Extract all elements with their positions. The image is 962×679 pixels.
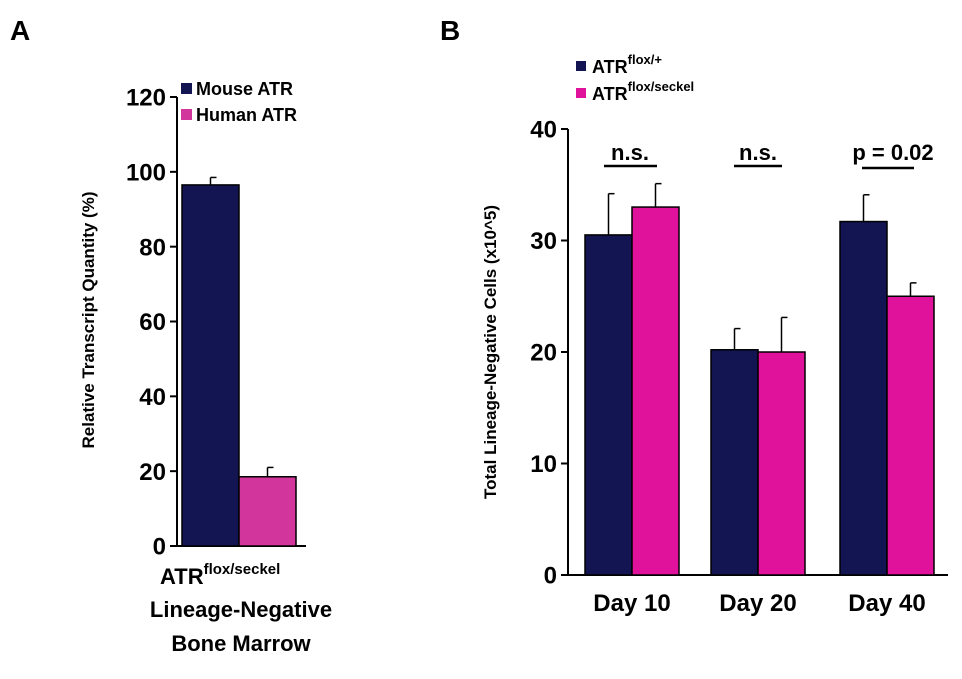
panel-a-category-base: ATR [160,564,204,589]
y-tick-label: 20 [139,459,166,486]
panel-a-category-label-line1: ATRflox/seckel [160,561,280,589]
panel-b-legend-2-superscript: flox/seckel [628,79,695,94]
y-tick-label: 120 [126,85,166,112]
panel-a-category-superscript: flox/seckel [204,561,281,578]
panel-a: A Relative Transcript Quantity (%) 0 20 40… [10,15,332,656]
y-tick-label: 60 [139,309,166,336]
y-tick-label: 100 [126,159,166,186]
panel-a-label: A [10,15,30,46]
panel-a-legend-human-atr: Human ATR [196,105,297,125]
panel-b-annotation-day10: n.s. [611,140,649,165]
y-tick-label: 30 [530,228,557,255]
panel-b-legend-swatch-flox-seckel [576,88,586,98]
panel-b-category-label: Day 10 [593,590,670,617]
panel-a-legend-swatch-human [181,109,192,120]
panel-b-bar-day10-series1 [584,234,633,576]
panel-b-bar-day10-series2 [631,206,680,576]
panel-b-legend-swatch-flox-plus [576,61,586,71]
y-tick-label: 80 [139,234,166,261]
panel-b-bar-day20-series2 [757,351,806,576]
panel-b-legend-flox-plus: ATRflox/+ [592,52,662,77]
panel-a-category-label-line2: Lineage-Negative [150,597,332,622]
y-tick-label: 0 [544,563,557,590]
panel-b-bars [584,182,935,576]
panel-b: B Total Lineage-Negative Cells (x10^5) 0… [440,15,948,617]
panel-a-y-axis-label: Relative Transcript Quantity (%) [79,192,98,449]
panel-b-legend-1-base: ATR [592,57,628,77]
panel-b-category-label: Day 20 [719,590,796,617]
panel-b-legend-flox-seckel: ATRflox/seckel [592,79,694,104]
panel-a-y-ticks: 0 20 40 60 80 100 120 [126,85,177,561]
panel-a-legend-swatch-mouse [181,83,192,94]
panel-b-y-ticks: 0 10 20 30 40 [530,117,568,590]
panel-b-category-labels: Day 10 Day 20 Day 40 [593,590,925,617]
y-tick-label: 0 [153,534,166,561]
panel-a-bar-human-atr [238,476,297,547]
y-tick-label: 40 [530,117,557,144]
panel-b-bar-day20-series1 [710,349,759,576]
panel-b-bar-day40-series2 [886,295,935,576]
panel-b-annotation-day40: p = 0.02 [852,140,933,165]
panel-b-legend-2-base: ATR [592,84,628,104]
panel-a-category-label-line3: Bone Marrow [171,631,311,656]
panel-a-bar-mouse-atr [181,184,240,547]
y-tick-label: 40 [139,384,166,411]
y-tick-label: 10 [530,451,557,478]
panel-a-legend-mouse-atr: Mouse ATR [196,79,293,99]
panel-b-label: B [440,15,460,46]
y-tick-label: 20 [530,340,557,367]
panel-b-y-axis-label: Total Lineage-Negative Cells (x10^5) [481,205,500,499]
panel-b-annotation-day20: n.s. [739,140,777,165]
panel-a-bars [181,176,297,547]
panel-b-bar-day40-series1 [839,220,888,576]
panel-b-legend-1-superscript: flox/+ [628,52,663,67]
panel-b-category-label: Day 40 [848,590,925,617]
